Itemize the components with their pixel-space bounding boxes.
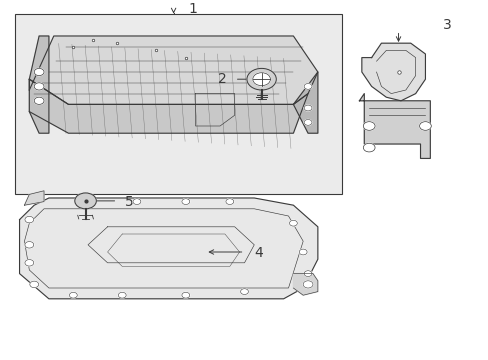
- Polygon shape: [293, 72, 317, 133]
- Bar: [15, 14, 342, 194]
- Text: 1: 1: [188, 2, 197, 16]
- Circle shape: [246, 68, 276, 90]
- Polygon shape: [293, 274, 317, 295]
- Circle shape: [118, 292, 126, 298]
- Circle shape: [363, 143, 374, 152]
- Text: 5: 5: [124, 195, 133, 208]
- Polygon shape: [359, 94, 429, 158]
- Circle shape: [34, 68, 44, 76]
- Polygon shape: [29, 36, 49, 133]
- Text: 2: 2: [218, 72, 226, 86]
- Circle shape: [304, 105, 311, 111]
- Circle shape: [303, 281, 312, 288]
- Circle shape: [419, 122, 430, 130]
- Circle shape: [34, 83, 44, 90]
- Circle shape: [133, 199, 141, 204]
- Circle shape: [25, 216, 34, 223]
- Circle shape: [182, 292, 189, 298]
- Text: 4: 4: [254, 247, 263, 260]
- Polygon shape: [29, 79, 307, 133]
- Circle shape: [30, 281, 39, 288]
- Polygon shape: [24, 191, 44, 205]
- Circle shape: [34, 97, 44, 104]
- Circle shape: [304, 84, 311, 89]
- Circle shape: [240, 289, 248, 294]
- Polygon shape: [20, 198, 317, 299]
- Circle shape: [299, 249, 306, 255]
- Polygon shape: [29, 36, 317, 104]
- Circle shape: [84, 199, 92, 204]
- Circle shape: [75, 193, 96, 209]
- Circle shape: [304, 271, 311, 276]
- Circle shape: [25, 260, 34, 266]
- Circle shape: [182, 199, 189, 204]
- Circle shape: [225, 199, 233, 204]
- Circle shape: [252, 73, 270, 86]
- Polygon shape: [361, 43, 425, 101]
- Circle shape: [25, 242, 34, 248]
- Circle shape: [304, 120, 311, 125]
- Circle shape: [289, 220, 297, 226]
- Circle shape: [69, 292, 77, 298]
- Text: 3: 3: [442, 18, 450, 32]
- Circle shape: [363, 122, 374, 130]
